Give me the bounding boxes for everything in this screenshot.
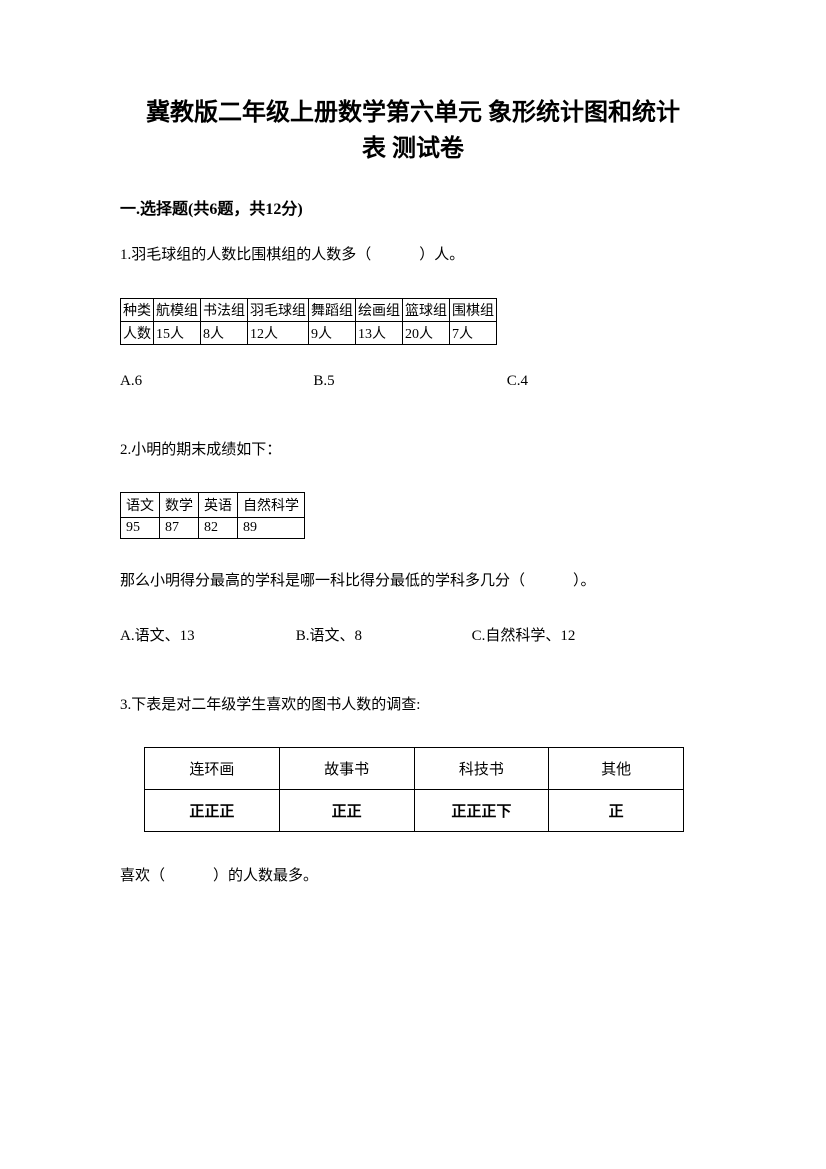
q1-col-5: 篮球组 xyxy=(403,298,450,321)
q2-table: 语文 数学 英语 自然科学 95 87 82 89 xyxy=(120,492,305,539)
q1-table: 种类 航模组 书法组 羽毛球组 舞蹈组 绘画组 篮球组 围棋组 人数 15人 8… xyxy=(120,298,497,345)
q3-followup-suffix: ）的人数最多。 xyxy=(213,868,318,884)
q1-val-0: 15人 xyxy=(154,321,201,344)
q1-option-b[interactable]: B.5 xyxy=(313,373,506,390)
table-row: 种类 航模组 书法组 羽毛球组 舞蹈组 绘画组 篮球组 围棋组 xyxy=(121,298,497,321)
q3-blank[interactable] xyxy=(165,862,213,891)
q3-col-1: 故事书 xyxy=(279,748,414,790)
title-line-1: 冀教版二年级上册数学第六单元 象形统计图和统计 xyxy=(146,100,680,126)
q3-col-0: 连环画 xyxy=(145,748,280,790)
q2-blank[interactable] xyxy=(525,567,573,596)
page-title: 冀教版二年级上册数学第六单元 象形统计图和统计 表 测试卷 xyxy=(120,95,706,167)
q1-val-1: 8人 xyxy=(201,321,248,344)
q3-followup-prefix: 喜欢（ xyxy=(120,868,165,884)
q1-val-4: 13人 xyxy=(356,321,403,344)
q2-val-3: 89 xyxy=(238,518,305,539)
q2-val-0: 95 xyxy=(121,518,160,539)
table-row: 连环画 故事书 科技书 其他 xyxy=(145,748,684,790)
table-row: 正正正 正正 正正正下 正 xyxy=(145,790,684,832)
q1-col-1: 书法组 xyxy=(201,298,248,321)
q3-text: 3.下表是对二年级学生喜欢的图书人数的调查: xyxy=(120,691,706,720)
q2-col-2: 英语 xyxy=(199,493,238,518)
exam-page: 冀教版二年级上册数学第六单元 象形统计图和统计 表 测试卷 一.选择题(共6题，… xyxy=(0,0,826,1169)
q1-blank[interactable] xyxy=(371,241,419,270)
q2-col-0: 语文 xyxy=(121,493,160,518)
q3-table: 连环画 故事书 科技书 其他 正正正 正正 正正正下 正 xyxy=(144,747,684,832)
q1-suffix: ）人。 xyxy=(419,247,464,263)
q2-text: 2.小明的期末成绩如下： xyxy=(120,436,706,465)
q1-option-c[interactable]: C.4 xyxy=(507,373,700,390)
section-1-heading: 一.选择题(共6题，共12分) xyxy=(120,195,706,219)
q3-followup: 喜欢（ ）的人数最多。 xyxy=(120,862,706,891)
title-line-2: 表 测试卷 xyxy=(362,136,464,162)
q1-col-2: 羽毛球组 xyxy=(248,298,309,321)
q1-prefix: 1.羽毛球组的人数比围棋组的人数多（ xyxy=(120,247,371,263)
q2-col-3: 自然科学 xyxy=(238,493,305,518)
table-row: 语文 数学 英语 自然科学 xyxy=(121,493,305,518)
q1-col-0: 航模组 xyxy=(154,298,201,321)
q1-option-a[interactable]: A.6 xyxy=(120,373,313,390)
q1-val-2: 12人 xyxy=(248,321,309,344)
table-row: 人数 15人 8人 12人 9人 13人 20人 7人 xyxy=(121,321,497,344)
q2-options: A.语文、13 B.语文、8 C.自然科学、12 xyxy=(120,624,706,645)
q2-followup: 那么小明得分最高的学科是哪一科比得分最低的学科多几分（ ）。 xyxy=(120,567,706,596)
q1-options: A.6 B.5 C.4 xyxy=(120,373,706,390)
q3-val-0: 正正正 xyxy=(145,790,280,832)
q1-val-3: 9人 xyxy=(309,321,356,344)
q1-val-6: 7人 xyxy=(450,321,497,344)
q2-option-c[interactable]: C.自然科学、12 xyxy=(472,624,706,645)
q2-val-1: 87 xyxy=(160,518,199,539)
q2-col-1: 数学 xyxy=(160,493,199,518)
q1-table-header-count: 人数 xyxy=(121,321,154,344)
q2-option-b[interactable]: B.语文、8 xyxy=(296,624,472,645)
q2-option-a[interactable]: A.语文、13 xyxy=(120,624,296,645)
q3-col-2: 科技书 xyxy=(414,748,549,790)
q1-col-4: 绘画组 xyxy=(356,298,403,321)
q2-followup-prefix: 那么小明得分最高的学科是哪一科比得分最低的学科多几分（ xyxy=(120,573,525,589)
q2-val-2: 82 xyxy=(199,518,238,539)
q1-col-3: 舞蹈组 xyxy=(309,298,356,321)
q3-val-3: 正 xyxy=(549,790,684,832)
q1-val-5: 20人 xyxy=(403,321,450,344)
q1-col-6: 围棋组 xyxy=(450,298,497,321)
q1-table-header-kind: 种类 xyxy=(121,298,154,321)
q3-col-3: 其他 xyxy=(549,748,684,790)
q1-text: 1.羽毛球组的人数比围棋组的人数多（ ）人。 xyxy=(120,241,706,270)
q2-followup-suffix: ）。 xyxy=(573,573,596,589)
table-row: 95 87 82 89 xyxy=(121,518,305,539)
q3-val-2: 正正正下 xyxy=(414,790,549,832)
q3-val-1: 正正 xyxy=(279,790,414,832)
